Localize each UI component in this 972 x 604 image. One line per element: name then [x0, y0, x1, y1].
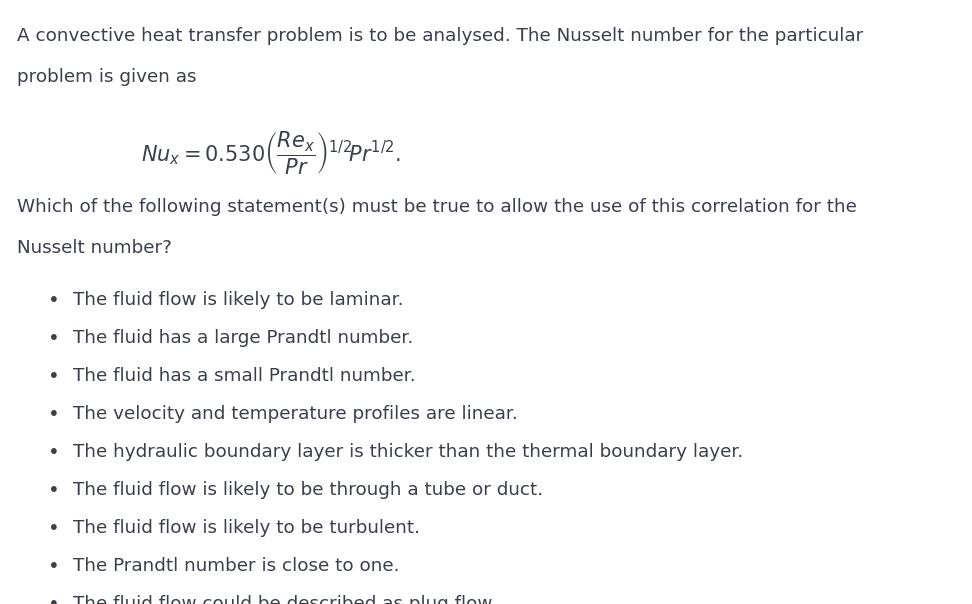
- Text: •: •: [48, 329, 59, 347]
- Text: •: •: [48, 557, 59, 576]
- Text: The fluid flow is likely to be turbulent.: The fluid flow is likely to be turbulent…: [73, 519, 420, 537]
- Text: Nusselt number?: Nusselt number?: [17, 239, 172, 257]
- Text: The fluid flow is likely to be laminar.: The fluid flow is likely to be laminar.: [73, 291, 403, 309]
- Text: •: •: [48, 405, 59, 423]
- Text: The fluid has a small Prandtl number.: The fluid has a small Prandtl number.: [73, 367, 415, 385]
- Text: •: •: [48, 595, 59, 604]
- Text: •: •: [48, 443, 59, 461]
- Text: The hydraulic boundary layer is thicker than the thermal boundary layer.: The hydraulic boundary layer is thicker …: [73, 443, 744, 461]
- Text: The fluid flow is likely to be through a tube or duct.: The fluid flow is likely to be through a…: [73, 481, 543, 499]
- Text: The velocity and temperature profiles are linear.: The velocity and temperature profiles ar…: [73, 405, 518, 423]
- Text: •: •: [48, 519, 59, 538]
- Text: The fluid has a large Prandtl number.: The fluid has a large Prandtl number.: [73, 329, 413, 347]
- Text: problem is given as: problem is given as: [17, 68, 197, 86]
- Text: Which of the following statement(s) must be true to allow the use of this correl: Which of the following statement(s) must…: [17, 198, 857, 216]
- Text: •: •: [48, 367, 59, 385]
- Text: The fluid flow could be described as plug flow.: The fluid flow could be described as plu…: [73, 595, 497, 604]
- Text: The Prandtl number is close to one.: The Prandtl number is close to one.: [73, 557, 399, 575]
- Text: •: •: [48, 291, 59, 309]
- Text: A convective heat transfer problem is to be analysed. The Nusselt number for the: A convective heat transfer problem is to…: [17, 27, 864, 45]
- Text: $Nu_x = 0.530\left(\dfrac{Re_x}{Pr}\right)^{1/2}\!Pr^{1/2}$.: $Nu_x = 0.530\left(\dfrac{Re_x}{Pr}\righ…: [141, 129, 400, 176]
- Text: •: •: [48, 481, 59, 500]
